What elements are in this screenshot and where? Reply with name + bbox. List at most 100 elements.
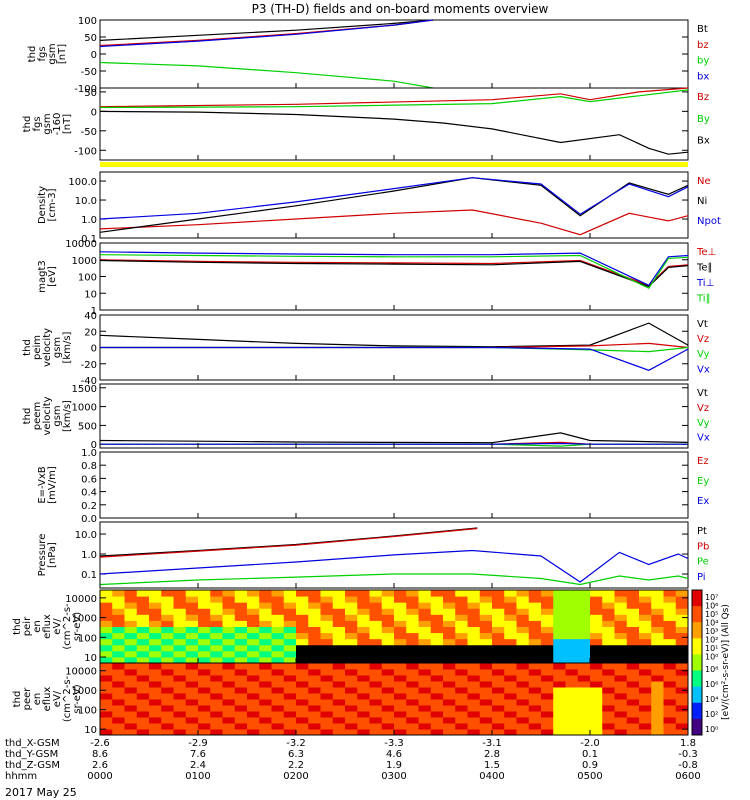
spectrogram-cell [504, 693, 517, 700]
spectrogram-cell [234, 711, 248, 718]
spectrogram-cell [369, 626, 383, 634]
spectrogram-cell [443, 729, 456, 736]
spectrogram-cell [345, 681, 358, 688]
series-line [99, 432, 689, 444]
spectrogram-cell [626, 632, 640, 640]
spectrogram-cell [332, 717, 346, 724]
spectrogram-cell [590, 632, 603, 640]
x-axis-tick-label: 0.1 [582, 749, 598, 760]
x-axis-tick-label: -0.8 [678, 760, 698, 771]
y-tick-label: 50 [84, 33, 97, 44]
spectrogram-cell [651, 596, 664, 603]
colorbar-segment [692, 654, 702, 672]
spectrogram-cell [553, 638, 566, 646]
y-axis-label: E=-VxB [37, 466, 48, 503]
spectrogram-cell [320, 675, 334, 682]
spectrogram-cell [369, 644, 383, 652]
spectrogram-cell [663, 699, 677, 706]
spectrogram-cell [614, 729, 628, 736]
spectrogram-cell [345, 705, 358, 712]
spectrogram-cell [136, 620, 150, 627]
spectrogram-cell [516, 699, 530, 706]
y-axis-label: [mV/m] [47, 466, 58, 504]
spectrogram-cell [345, 669, 358, 676]
y-axis-label: fgs [32, 116, 43, 131]
spectrogram-cell [149, 711, 162, 718]
spectrogram-cell [112, 663, 125, 670]
spectrogram-cell [345, 699, 358, 706]
spectrogram-cell [185, 711, 199, 718]
spectrogram-cell [577, 663, 591, 670]
spectrogram-cell [173, 626, 187, 634]
spectrogram-cell [185, 608, 199, 615]
spectrogram-cell [210, 669, 223, 676]
spectrogram-cell [651, 614, 664, 621]
spectrogram-cell [418, 681, 432, 688]
spectrogram-cell [590, 711, 603, 718]
colorbar-tick: 10² [705, 710, 718, 719]
spectrogram-cell [394, 602, 407, 609]
spectrogram-cell [161, 644, 174, 652]
spectrogram-cell [675, 626, 689, 634]
series-line [99, 87, 689, 108]
spectrogram-cell [308, 596, 321, 603]
spectrogram-cell [418, 590, 432, 597]
spectrogram-cell [247, 650, 260, 658]
spectrogram-cell [332, 602, 346, 609]
y-tick-label: 10.0 [75, 196, 97, 207]
spectrogram-cell [296, 620, 309, 627]
spectrogram-cell [173, 602, 187, 609]
spectrogram-cell [528, 632, 542, 640]
spectrogram-cell [663, 675, 677, 682]
spectrogram-cell [418, 705, 432, 712]
series-line [99, 19, 434, 48]
spectrogram-cell [528, 638, 542, 646]
spectrogram-cell [149, 705, 162, 712]
spectrogram-cell [639, 729, 652, 736]
y-tick-label: 1000 [72, 256, 97, 267]
spectrogram-cell [394, 638, 407, 646]
spectrogram-cell [406, 620, 419, 627]
spectrogram-cell [504, 675, 517, 682]
spectrogram-cell [418, 663, 432, 670]
spectrogram-cell [283, 669, 297, 676]
spectrogram-cell [173, 729, 187, 736]
spectrogram-cell [430, 699, 444, 706]
spectrogram-cell [675, 729, 689, 736]
spectrogram-cell [357, 675, 370, 682]
colorbar-tick: 10¹ [705, 644, 718, 653]
spectrogram-cell [467, 669, 481, 676]
spectrogram-cell [332, 693, 346, 700]
spectrogram-cell [430, 729, 444, 736]
spectrogram-cell [296, 638, 309, 646]
spectrogram-cell [528, 590, 542, 597]
spectrogram-cell [479, 638, 493, 646]
spectrogram-cell [161, 620, 174, 627]
spectrogram-cell [602, 693, 615, 700]
spectrogram-cell [332, 723, 346, 730]
spectrogram-cell [247, 675, 260, 682]
spectrogram-cell [467, 711, 481, 718]
spectrogram-cell [112, 632, 125, 640]
spectrogram-cell [394, 608, 407, 615]
x-axis-tick-label: 0400 [479, 771, 504, 782]
spectrogram-cell [553, 729, 566, 736]
spectrogram-cell [516, 693, 530, 700]
spectrogram-cell [528, 705, 542, 712]
spectrogram-cell [614, 650, 628, 658]
spectrogram-cell [626, 644, 640, 652]
spectrogram-cell [467, 656, 481, 664]
spectrogram-cell [320, 681, 334, 688]
spectrogram-cell [173, 675, 187, 682]
spectrogram-cell [124, 596, 138, 603]
spectrogram-cell [516, 656, 530, 664]
spectrogram-cell [565, 687, 579, 694]
spectrogram-cell [259, 638, 272, 646]
spectrogram-cell [626, 669, 640, 676]
spectrogram-cell [381, 602, 395, 609]
y-axis-label: (cm^2-s- [62, 603, 73, 650]
panel-frame [99, 171, 689, 239]
panel-frame [99, 19, 689, 89]
y-tick-label: 0 [91, 344, 97, 355]
spectrogram-cell [516, 705, 530, 712]
